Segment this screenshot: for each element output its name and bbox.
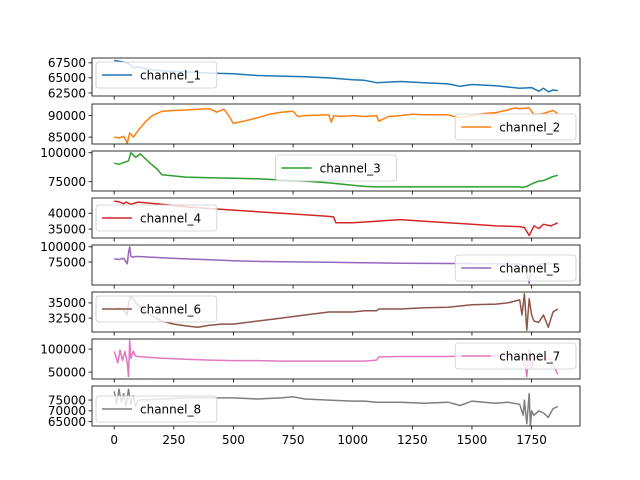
legend-box [95,395,218,423]
legend-box [95,295,218,323]
legend-box [454,342,577,370]
x-tick-label: 1000 [337,433,368,447]
y-tick-label: 65000 [48,71,86,85]
legend: channel_1 [95,61,218,89]
legend: channel_4 [95,204,218,232]
legend-box [95,204,218,232]
subplot-3: 75000 100000 channel_3 [40,146,581,195]
y-tick-label: 75000 [48,255,86,269]
y-tick-label: 100000 [40,240,86,254]
y-tick-label: 90000 [48,109,86,123]
axes-frame [91,385,581,427]
axes-frame [91,338,581,380]
legend-label: channel_8 [140,402,201,416]
legend-label: channel_1 [140,68,201,82]
y-tick-label: 100000 [40,342,86,356]
subplot-7: 50000 100000 channel_7 [40,338,581,383]
legend-box [95,61,218,89]
legend: channel_8 [95,395,218,423]
legend-box [454,113,577,141]
x-tick-label: 1750 [516,433,547,447]
axes-frame [91,244,581,286]
y-tick-label: 70000 [48,404,86,418]
x-tick-label: 250 [162,433,185,447]
legend-box [454,254,577,282]
y-tick-label: 62500 [48,86,86,100]
y-tick-label: 32500 [48,311,86,325]
axes-frame [91,197,581,239]
y-tick-label: 50000 [48,365,86,379]
y-tick-label: 75000 [48,393,86,407]
y-tick-label: 85000 [48,130,86,144]
legend-label: channel_5 [499,261,560,275]
legend: channel_6 [95,295,218,323]
legend-label: channel_6 [140,302,201,316]
x-tick-label: 0 [110,433,118,447]
y-tick-label: 65000 [48,415,86,429]
legend-label: channel_7 [499,349,560,363]
series-line-channel_2 [114,107,559,144]
legend: channel_7 [454,342,577,370]
x-tick-label: 750 [282,433,305,447]
legend-label: channel_4 [140,211,201,225]
legend: channel_5 [454,254,577,282]
x-tick-label: 1500 [457,433,488,447]
axes-frame [91,150,581,192]
legend-label: channel_3 [320,161,381,175]
axes-frame [91,57,581,97]
y-tick-label: 100000 [40,146,86,160]
legend-box [275,154,397,182]
y-tick-label: 75000 [48,175,86,189]
legend: channel_3 [275,154,397,182]
y-tick-label: 67500 [48,56,86,70]
x-tick-label: 500 [222,433,245,447]
y-tick-label: 35000 [48,222,86,236]
axes-frame [91,103,581,145]
x-tick-label: 1250 [397,433,428,447]
y-tick-label: 35000 [48,296,86,310]
series-line-channel_4 [114,200,559,237]
axes-frame [91,291,581,333]
legend-label: channel_2 [499,120,560,134]
legend: channel_2 [454,113,577,141]
y-tick-label: 40000 [48,207,86,221]
subplot-2: 85000 90000 channel_2 [48,103,581,148]
